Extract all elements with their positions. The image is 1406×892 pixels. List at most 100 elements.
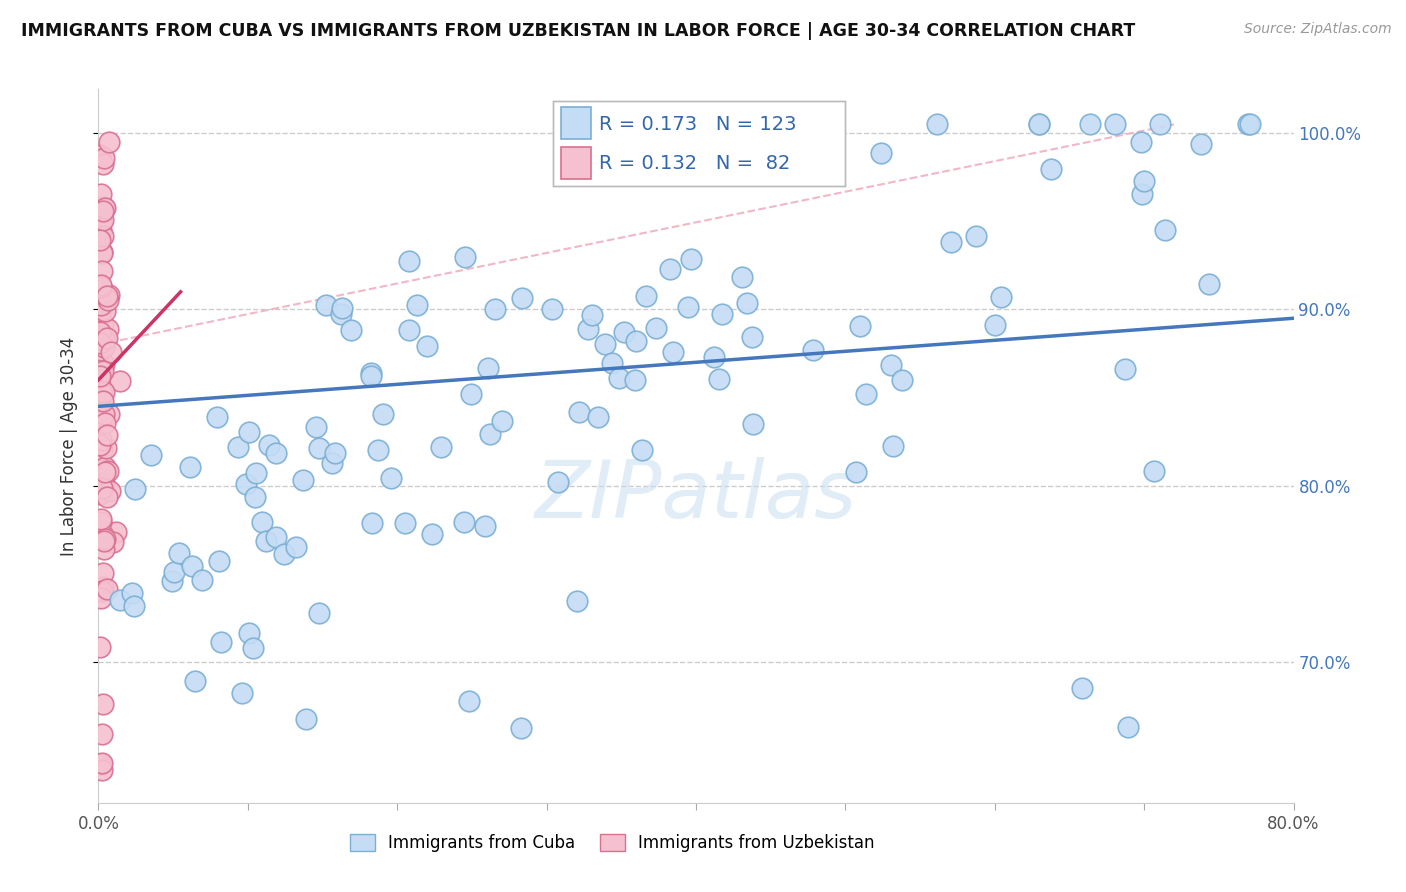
Point [93, 213, 115, 227]
Point [242, 641, 264, 656]
Point [93, 200, 115, 214]
Point [295, 712, 318, 726]
Point [710, 307, 733, 321]
Point [600, 356, 623, 370]
Point [416, 339, 439, 353]
Point [93, 542, 115, 557]
Point [91, 203, 114, 218]
Point [398, 323, 420, 337]
Point [254, 534, 277, 549]
Point [292, 473, 315, 487]
Point [484, 301, 506, 316]
Point [273, 547, 295, 561]
Point [96, 490, 118, 504]
Point [108, 374, 131, 388]
Point [91, 228, 114, 243]
Point [90, 365, 112, 379]
Point [90, 213, 112, 227]
Point [491, 414, 513, 428]
Point [330, 307, 353, 321]
Point [645, 320, 668, 334]
Point [89, 233, 111, 247]
Point [208, 554, 231, 568]
Text: Source: ZipAtlas.com: Source: ZipAtlas.com [1244, 22, 1392, 37]
Point [737, 296, 759, 310]
Point [882, 438, 904, 452]
Point [93, 476, 115, 491]
Point [308, 606, 330, 620]
Point [547, 475, 569, 490]
Point [453, 515, 475, 529]
Point [474, 519, 496, 533]
Point [211, 635, 233, 649]
Point [510, 721, 533, 735]
Point [238, 425, 260, 439]
Point [91, 443, 114, 458]
Point [340, 323, 363, 337]
Point [257, 438, 280, 452]
Point [631, 442, 654, 457]
Point [100, 345, 122, 359]
Point [96, 289, 118, 303]
Point [89, 325, 111, 339]
Point [205, 410, 228, 425]
Point [510, 291, 533, 305]
Point [93, 152, 115, 166]
Point [90, 298, 112, 312]
Point [110, 592, 132, 607]
Point [624, 334, 647, 349]
Point [103, 535, 125, 549]
Point [94, 416, 117, 430]
Point [96, 331, 118, 345]
Point [394, 516, 416, 531]
Point [93, 201, 115, 215]
Point [98, 287, 121, 301]
Point [90, 304, 112, 318]
Point [731, 270, 754, 285]
Point [93, 697, 115, 711]
Point [250, 515, 273, 529]
Point [91, 386, 114, 401]
Point [89, 487, 111, 501]
Point [1237, 118, 1260, 132]
Point [676, 300, 699, 314]
Point [141, 448, 163, 462]
Point [121, 586, 143, 600]
Point [1143, 464, 1166, 478]
Point [541, 302, 564, 317]
Point [90, 392, 112, 406]
Point [89, 477, 111, 491]
Point [659, 262, 682, 277]
Point [90, 223, 112, 237]
Point [179, 460, 201, 475]
Point [94, 532, 117, 546]
Point [90, 591, 112, 605]
Point [1028, 118, 1050, 132]
Point [1130, 136, 1153, 150]
Point [1130, 186, 1153, 201]
Point [801, 343, 824, 357]
Point [91, 580, 114, 594]
Point [89, 336, 111, 351]
Point [593, 336, 616, 351]
Point [90, 246, 112, 260]
Point [607, 371, 630, 385]
Point [360, 369, 382, 384]
Point [305, 420, 328, 434]
Point [231, 685, 253, 699]
Point [742, 417, 765, 431]
Point [890, 373, 912, 387]
Point [94, 442, 117, 456]
Point [457, 694, 479, 708]
Point [89, 277, 111, 292]
Point [93, 407, 115, 421]
Point [96, 582, 118, 597]
Point [624, 373, 647, 387]
Point [1239, 118, 1261, 132]
Point [1028, 118, 1050, 132]
Point [285, 540, 308, 554]
Point [321, 456, 343, 470]
Point [160, 574, 183, 588]
Point [90, 757, 112, 772]
Point [163, 565, 186, 579]
